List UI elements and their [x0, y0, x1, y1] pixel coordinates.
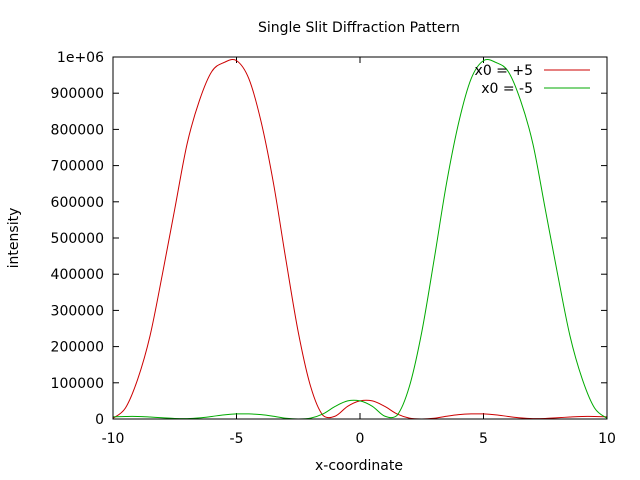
series-line-1	[112, 59, 608, 420]
legend-label-2: x0 = -5	[481, 81, 533, 97]
y-tick-label: 200000	[51, 340, 104, 356]
x-tick-label: 10	[598, 431, 616, 447]
x-tick-label: 0	[356, 431, 365, 447]
axes: 0 100000 200000 300000 400000 500000 600000 700…	[51, 50, 616, 447]
x-axis-label: x-coordinate	[315, 458, 403, 474]
y-tick-label: 600000	[51, 195, 104, 211]
x-tick-label: -5	[230, 431, 244, 447]
x-tick-label: 5	[479, 431, 488, 447]
y-tick-label: 0	[95, 412, 104, 428]
series-line-2	[112, 59, 608, 420]
chart-title: Single Slit Diffraction Pattern	[258, 20, 460, 36]
y-tick-label: 800000	[51, 122, 104, 138]
y-axis-label: intensity	[6, 208, 22, 269]
plot-lines	[112, 59, 608, 420]
y-tick-label: 500000	[51, 231, 104, 247]
y-tick-label: 400000	[51, 267, 104, 283]
y-tick-label: 100000	[51, 376, 104, 392]
y-tick-label: 300000	[51, 303, 104, 319]
legend: x0 = +5 x0 = -5	[475, 63, 590, 97]
y-tick-label: 700000	[51, 159, 104, 175]
y-tick-label: 1e+06	[57, 50, 104, 66]
y-tick-label: 900000	[51, 86, 104, 102]
x-tick-label: -10	[102, 431, 125, 447]
plot-frame	[112, 56, 608, 420]
legend-label-1: x0 = +5	[475, 63, 533, 79]
